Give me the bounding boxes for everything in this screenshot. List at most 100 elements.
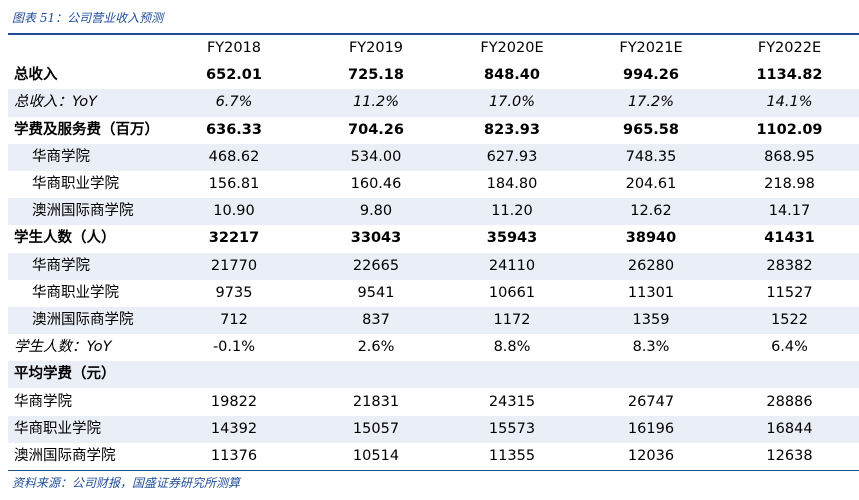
value-cell: 11301 (627, 284, 675, 301)
row-label: 学生人数：YoY (14, 339, 112, 356)
row-label: 华商职业学院 (32, 284, 119, 301)
value-cell: 712 (158, 306, 310, 335)
value-cell: 9541 (357, 284, 395, 301)
value-cell: 10.90 (158, 198, 310, 226)
value-cell: 2.6% (357, 339, 395, 356)
row-label: 学生人数（人） (14, 230, 116, 247)
value-cell: 14392 (158, 415, 310, 443)
table-body: 总收入 652.01 725.18 848.40 994.26 1134.82 总收入：Yo… (8, 62, 859, 470)
value-cell (582, 361, 720, 389)
value-cell: 16196 (582, 415, 720, 443)
value-cell: 10514 (352, 447, 400, 464)
value-cell: -0.1% (212, 339, 256, 356)
row-label: 平均学费（元） (8, 361, 158, 389)
table-row: 总收入 652.01 725.18 848.40 994.26 1134.82 (8, 62, 859, 89)
header-fy2021e: FY2021E (619, 40, 683, 57)
table-row: 学费及服务费（百万） 636.33 704.26 823.93 965.58 1102.0… (8, 117, 859, 144)
value-cell: 24315 (488, 393, 536, 410)
table-row: 华商职业学院 9735 9541 10661 11301 11527 (8, 280, 859, 307)
value-cell: 33043 (350, 230, 402, 247)
value-cell: 15573 (442, 415, 582, 443)
value-cell: 15057 (310, 415, 442, 443)
value-cell: 32217 (208, 230, 260, 247)
row-label: 澳洲国际商学院 (8, 306, 158, 335)
value-cell: 6.4% (771, 339, 808, 356)
table-row: 澳洲国际商学院 11376 10514 11355 12036 12638 (8, 443, 859, 470)
value-cell: 21831 (352, 393, 400, 410)
value-cell: 965.58 (623, 121, 679, 138)
value-cell: 184.80 (486, 176, 538, 193)
value-cell: 9.80 (310, 198, 442, 226)
value-cell: 12638 (766, 447, 813, 464)
value-cell: 748.35 (582, 143, 720, 171)
value-cell: 8.8% (493, 339, 531, 356)
header-row: FY2018 FY2019 FY2020E FY2021E FY2022E (8, 35, 859, 62)
row-label: 学费及服务费（百万） (14, 121, 158, 138)
row-label: 华商学院 (8, 252, 158, 280)
bottom-rule (8, 470, 859, 471)
header-label-cell (8, 35, 158, 62)
value-cell: 636.33 (206, 121, 262, 138)
value-cell: 17.2% (582, 89, 720, 117)
table-row: 学生人数（人） 32217 33043 35943 38940 41431 (8, 225, 859, 252)
value-cell: 1134.82 (756, 67, 823, 84)
value-cell: 6.7% (158, 89, 310, 117)
value-cell: 11355 (488, 447, 536, 464)
row-label: 华商职业学院 (32, 176, 119, 193)
row-label: 华商学院 (8, 143, 158, 171)
value-cell: 725.18 (348, 67, 404, 84)
header-fy2020e: FY2020E (480, 40, 544, 57)
value-cell: 41431 (764, 230, 815, 247)
value-cell: 9735 (215, 284, 253, 301)
value-cell: 823.93 (484, 121, 540, 138)
header-fy2019: FY2019 (348, 40, 404, 57)
row-label: 总收入：YoY (8, 89, 158, 117)
value-cell: 704.26 (348, 121, 404, 138)
row-label: 华商学院 (14, 393, 72, 410)
value-cell: 17.0% (442, 89, 582, 117)
value-cell: 468.62 (158, 143, 310, 171)
value-cell (442, 361, 582, 389)
table-row: 华商学院 468.62 534.00 627.93 748.35 868.95 (8, 143, 859, 171)
value-cell: 204.61 (625, 176, 677, 193)
top-rule (8, 33, 859, 35)
value-cell: 627.93 (442, 143, 582, 171)
value-cell: 24110 (442, 252, 582, 280)
value-cell: 26747 (627, 393, 675, 410)
value-cell: 14.17 (720, 198, 859, 226)
value-cell (720, 361, 859, 389)
value-cell: 26280 (582, 252, 720, 280)
value-cell: 994.26 (623, 67, 679, 84)
value-cell: 12036 (627, 447, 675, 464)
table-row: 澳洲国际商学院 712 837 1172 1359 1522 (8, 306, 859, 335)
value-cell: 156.81 (208, 176, 260, 193)
table-row: 学生人数：YoY -0.1% 2.6% 8.8% 8.3% 6.4% (8, 334, 859, 361)
row-label: 总收入 (14, 67, 58, 84)
header-fy2018: FY2018 (206, 40, 262, 57)
table-row: 平均学费（元） (8, 361, 859, 389)
value-cell: 8.3% (632, 339, 670, 356)
value-cell: 10661 (488, 284, 536, 301)
table-row: 华商职业学院 156.81 160.46 184.80 204.61 218.98 (8, 171, 859, 198)
table-row: 澳洲国际商学院 10.90 9.80 11.20 12.62 14.17 (8, 198, 859, 226)
value-cell: 19822 (210, 393, 258, 410)
table-row: 华商学院 19822 21831 24315 26747 28886 (8, 388, 859, 415)
table-row: 华商职业学院 14392 15057 15573 16196 16844 (8, 415, 859, 443)
value-cell: 848.40 (484, 67, 540, 84)
value-cell: 652.01 (206, 67, 262, 84)
value-cell: 837 (310, 306, 442, 335)
value-cell: 1359 (582, 306, 720, 335)
value-cell: 534.00 (310, 143, 442, 171)
row-label: 澳洲国际商学院 (8, 198, 158, 226)
value-cell: 11527 (766, 284, 813, 301)
value-cell: 160.46 (350, 176, 402, 193)
value-cell (158, 361, 310, 389)
value-cell: 868.95 (720, 143, 859, 171)
value-cell: 11376 (210, 447, 258, 464)
table-row: 华商学院 21770 22665 24110 26280 28382 (8, 252, 859, 280)
value-cell: 1102.09 (756, 121, 823, 138)
value-cell: 35943 (486, 230, 538, 247)
revenue-forecast-table: FY2018 FY2019 FY2020E FY2021E FY2022E 总收… (8, 35, 859, 470)
table-row: 总收入：YoY 6.7% 11.2% 17.0% 17.2% 14.1% (8, 89, 859, 117)
value-cell: 1522 (720, 306, 859, 335)
